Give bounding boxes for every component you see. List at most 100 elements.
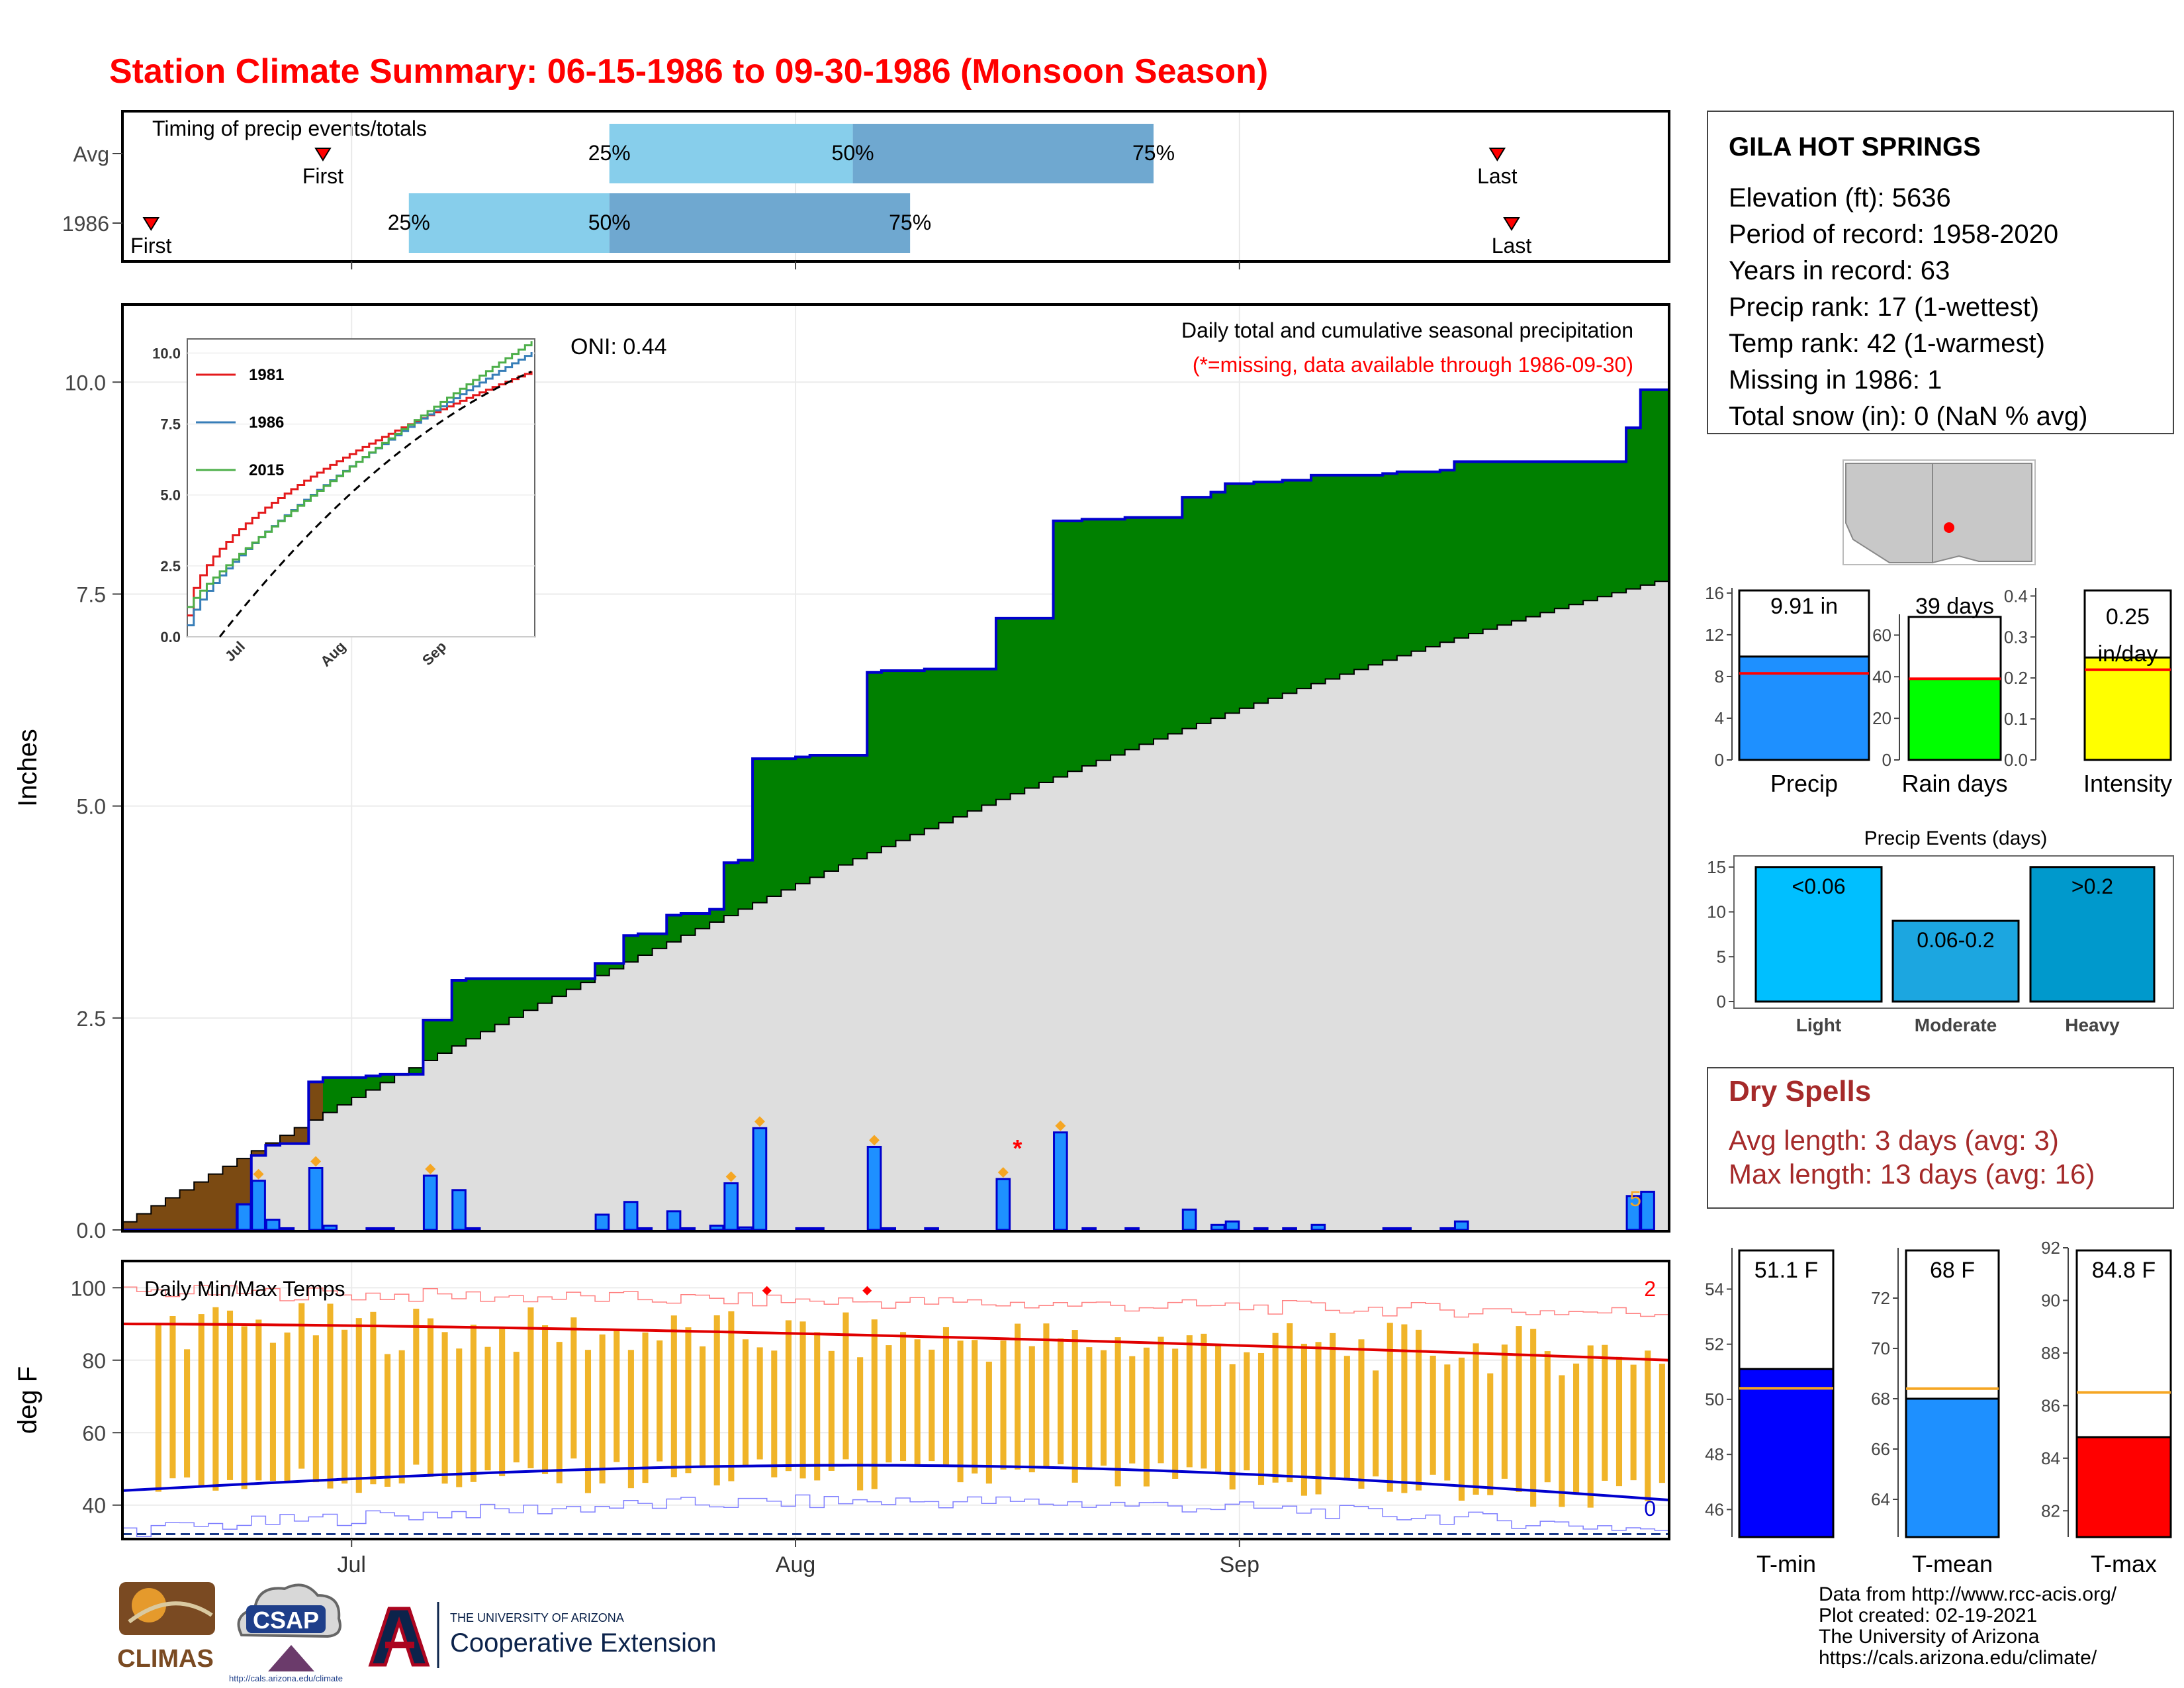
temp-daily-bar: [670, 1315, 677, 1477]
temp-daily-bar: [1659, 1364, 1665, 1483]
precip-heavy-diamond: [997, 1167, 1009, 1178]
precip-daily-bar: [1396, 1227, 1412, 1231]
station-info-box: GILA HOT SPRINGS Elevation (ft): 5636 Pe…: [1707, 111, 2174, 434]
temp-record-marker: [862, 1286, 872, 1295]
timing-last-label: Last: [1477, 164, 1518, 188]
timing-label: Timing of precip events/totals: [152, 117, 427, 140]
temp-daily-bar: [370, 1311, 377, 1485]
temp-daily-bar: [1158, 1336, 1164, 1464]
temp-daily-bar: [355, 1318, 362, 1493]
climas-logo-text: CLIMAS: [117, 1645, 214, 1673]
precip-ytick-label: 5.0: [77, 795, 106, 819]
mini-bar-charts: 0 4 8 12 16 9.91 in Precip 0 20 40 60 39 days Rain d…: [1705, 583, 2172, 797]
temp-daily-bar: [1043, 1323, 1050, 1467]
inset-ytick-label: 5.0: [160, 487, 181, 504]
temp-daily-bar: [1100, 1350, 1107, 1466]
temp-daily-bar: [599, 1334, 606, 1483]
precip-daily-bar: [1640, 1190, 1655, 1231]
tmax-bar-ytick-label: 86: [2041, 1395, 2060, 1415]
temp-daily-bar: [226, 1310, 234, 1480]
precip-minibar-ytick-label: 8: [1715, 667, 1724, 686]
raindays-minibar-ytick-label: 20: [1872, 708, 1891, 728]
temp-daily-bar: [614, 1329, 620, 1462]
events-xtick-label: Heavy: [2065, 1015, 2120, 1035]
month-axis-label-Jul: Jul: [337, 1552, 365, 1577]
timing-first-label: First: [130, 234, 171, 258]
temp-daily-bar: [842, 1312, 849, 1460]
precip-daily-bar: [995, 1178, 1011, 1231]
temp-ytick-label: 60: [82, 1421, 106, 1445]
precip-minibar-ytick-label: 4: [1715, 708, 1724, 728]
timing-last-marker: [1503, 217, 1520, 231]
timing-q50-label: 50%: [588, 211, 631, 234]
precip-daily-bar: [1224, 1220, 1240, 1231]
temp-daily-bar: [1645, 1350, 1651, 1501]
temp-daily-bar: [642, 1332, 649, 1483]
precip-heavy-diamond: [253, 1168, 264, 1180]
temp-daily-bar: [198, 1314, 205, 1486]
temp-daily-bar: [1544, 1351, 1551, 1483]
dry-avg: Avg length: 3 days (avg: 3): [1729, 1125, 2059, 1156]
temp-daily-bar: [1559, 1375, 1565, 1507]
precip-ytick-label: 7.5: [77, 583, 106, 606]
tmax-bar-ytick-label: 84: [2041, 1448, 2060, 1468]
precip-daily-bar: [1453, 1220, 1469, 1231]
timing-q75-label: 75%: [1132, 141, 1175, 165]
timing-first-label: First: [302, 164, 343, 188]
precip-corner-count: 5: [1629, 1187, 1641, 1211]
temp-daily-bar: [169, 1316, 176, 1479]
precip-avg-cumulative-area: [122, 581, 1669, 1230]
temp-daily-bar: [1315, 1342, 1322, 1495]
tmax-bar-ytick-label: 90: [2041, 1290, 2060, 1310]
tmin-bar-value-bar: [1738, 1368, 1835, 1538]
map-new-mexico: [1932, 463, 2032, 564]
station-line-period: Period of record: 1958-2020: [1729, 220, 2058, 249]
precip-daily-bar: [236, 1203, 252, 1231]
timing-bar-q25-q50: [408, 193, 610, 253]
precip-heavy-diamond: [310, 1156, 322, 1167]
month-axis-label-Sep: Sep: [1220, 1552, 1260, 1577]
tmean-bar-axis-label: T-mean: [1912, 1550, 1993, 1577]
temp-daily-bar: [929, 1349, 935, 1462]
temp-daily-bar: [627, 1350, 634, 1489]
temp-daily-bar: [1172, 1348, 1179, 1479]
footer-line-data: Data from http://www.rcc-acis.org/: [1819, 1583, 2117, 1605]
precip-legend-note: (*=missing, data available through 1986-…: [1193, 353, 1633, 377]
timing-bar-q50-q75: [609, 193, 911, 253]
tmax-bar-ytick-label: 82: [2041, 1501, 2060, 1521]
timing-q50-label: 50%: [832, 141, 874, 165]
events-xtick-label: Moderate: [1915, 1015, 1997, 1035]
temp-daily-bar: [886, 1345, 892, 1463]
precip-daily-bar: [709, 1225, 725, 1231]
temp-daily-bar: [155, 1324, 161, 1492]
timing-row-label: Avg: [73, 142, 109, 166]
precip-minibar-ytick-label: 0: [1715, 750, 1724, 770]
raindays-minibar-ytick-label: 0: [1882, 750, 1891, 770]
intensity-minibar-ytick-label: 0.0: [2004, 750, 2028, 770]
intensity-minibar-ytick-label: 0.4: [2004, 586, 2028, 606]
dry-max: Max length: 13 days (avg: 16): [1729, 1158, 2095, 1190]
temp-avg-min-line: [122, 1464, 1670, 1502]
temp-daily-bar: [1058, 1338, 1064, 1465]
ua-a-bar: [385, 1642, 414, 1648]
temp-daily-bar: [341, 1329, 348, 1484]
temp-daily-bar: [1215, 1344, 1222, 1474]
events-xtick-label: Light: [1796, 1015, 1841, 1035]
ua-top-text: THE UNIVERSITY OF ARIZONA: [450, 1611, 624, 1624]
temp-daily-bar: [899, 1332, 907, 1462]
temp-ytick-label: 40: [82, 1494, 106, 1518]
temp-daily-bar: [441, 1332, 448, 1484]
station-name: GILA HOT SPRINGS: [1729, 132, 1981, 162]
temp-daily-bar: [942, 1327, 949, 1467]
intensity-minibar-ytick-label: 0.1: [2004, 709, 2028, 729]
precip-daily-bar: [795, 1227, 811, 1231]
intensity-minibar-value-label: 0.25: [2106, 604, 2150, 630]
temp-daily-bar: [728, 1311, 735, 1481]
tmax-bar-ytick-label: 92: [2041, 1238, 2060, 1258]
tmin-bar-ytick-label: 54: [1705, 1279, 1724, 1299]
temp-corner-bottom: 0: [1644, 1497, 1656, 1521]
temp-daily-bar: [1000, 1340, 1007, 1470]
temp-daily-bar: [1300, 1343, 1307, 1496]
precip-daily-bar: [1210, 1223, 1226, 1231]
temp-daily-bar: [1615, 1356, 1623, 1487]
